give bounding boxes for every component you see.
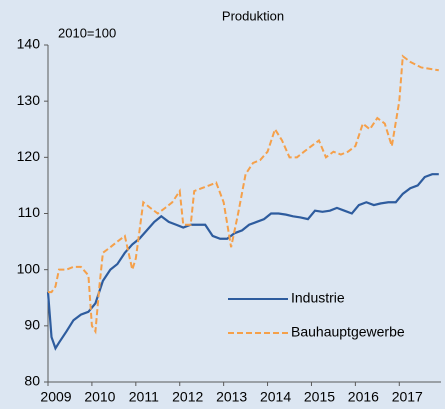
x-tick-label: 2013 (216, 389, 247, 405)
chart-title: Produktion (222, 8, 284, 23)
line (46, 173, 439, 351)
annotation: 2010=100 (58, 25, 116, 40)
y-tick-label: 120 (17, 148, 41, 164)
y-tick-label: 130 (17, 92, 41, 108)
x-tick-label: 2014 (260, 389, 291, 405)
x-tick-label: 2015 (304, 389, 335, 405)
x-tick-label: 2012 (172, 389, 203, 405)
y-tick-label: 90 (24, 317, 40, 333)
x-tick-label: 2016 (348, 389, 379, 405)
y-tick-label: 80 (24, 373, 40, 389)
legend-label: Industrie (291, 290, 345, 306)
x-tick-label: 2009 (40, 389, 71, 405)
y-tick-label: 100 (17, 260, 41, 276)
x-tick-label: 2010 (84, 389, 115, 405)
x-tick-label: 2011 (129, 389, 159, 405)
y-tick-label: 140 (17, 36, 41, 52)
line (48, 54, 439, 335)
x-tick-label: 2017 (392, 389, 423, 405)
y-tick-label: 110 (18, 204, 41, 220)
legend-label: Bauhauptgewerbe (291, 324, 405, 340)
